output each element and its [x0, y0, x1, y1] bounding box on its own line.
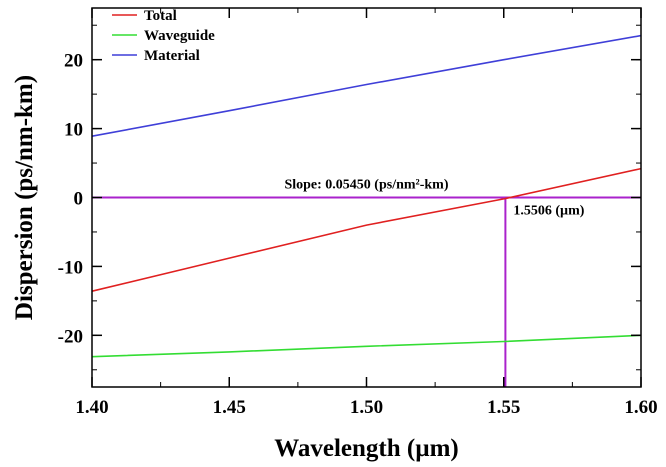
- series-line-waveguide: [91, 334, 642, 358]
- x-tick-label: 1.55: [487, 397, 520, 418]
- series-layer: [91, 34, 642, 358]
- legend-label-total: Total: [144, 8, 177, 24]
- series-line-material: [91, 34, 642, 137]
- slope-annotation: Slope: 0.05450 (ps/nm²-km): [284, 178, 448, 193]
- annotations-layer: Slope: 0.05450 (ps/nm²-km) 1.5506 (µm): [284, 178, 584, 219]
- crossing-annotation: 1.5506 (µm): [513, 204, 584, 219]
- y-tick-label: -20: [58, 326, 83, 347]
- x-tick-label: 1.50: [350, 397, 383, 418]
- series-line-total: [91, 167, 642, 292]
- x-axis-title: Wavelength (µm): [274, 435, 459, 462]
- reference-lines-layer: [92, 196, 641, 387]
- x-tick-label: 1.45: [213, 397, 246, 418]
- y-tick-label: 0: [74, 189, 84, 210]
- legend-label-waveguide: Waveguide: [144, 28, 215, 44]
- y-tick-label: 10: [64, 120, 83, 141]
- y-axis-title: Dispersion (ps/nm-km): [11, 75, 38, 320]
- y-tick-label: -10: [58, 257, 83, 278]
- x-tick-label: 1.60: [624, 397, 657, 418]
- y-tick-label: 20: [64, 51, 83, 72]
- x-tick-label: 1.40: [75, 397, 108, 418]
- ticks-layer: 1.40 1.45 1.50 1.55 1.60 -20 -10 0 10 20: [58, 8, 658, 418]
- legend-label-material: Material: [144, 48, 200, 64]
- legend: Total Waveguide Material: [112, 8, 215, 64]
